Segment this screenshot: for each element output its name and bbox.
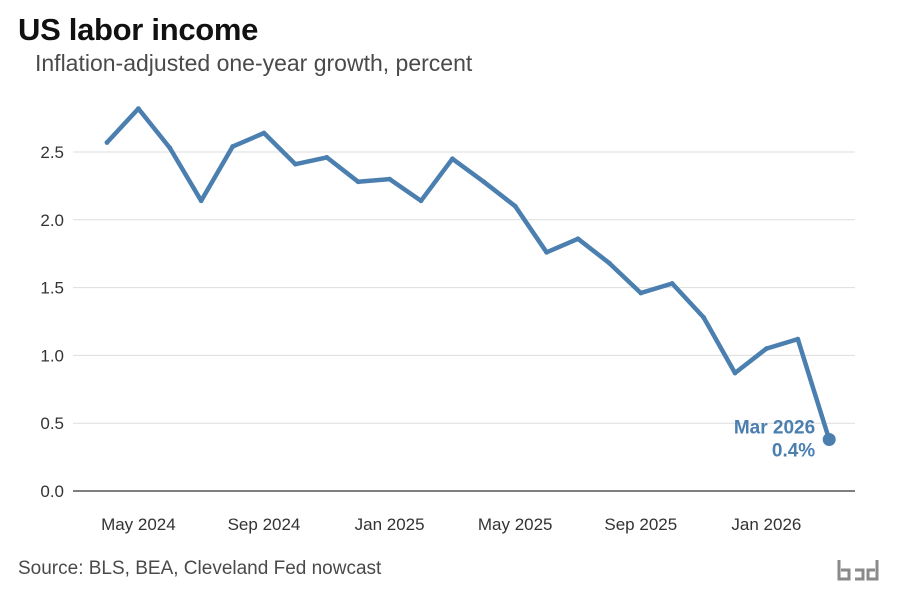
data-point [607,260,612,266]
data-point [544,249,549,255]
y-tick-label: 1.0 [40,346,64,365]
x-tick-label: Sep 2024 [228,515,301,534]
highlight-marker [822,432,836,446]
series-line [104,106,832,442]
data-point [450,156,455,162]
y-axis-ticks: 0.0 0.5 1.0 1.5 2.0 2.5 [40,143,64,501]
y-tick-label: 0.0 [40,482,64,501]
y-tick-label: 2.0 [40,211,64,230]
y-tick-label: 0.5 [40,414,64,433]
x-axis-ticks: May 2024 Sep 2024 Jan 2025 May 2025 Sep 2025… [101,515,801,534]
chart-title: US labor income [18,12,259,47]
grid-layer [73,151,855,492]
data-point [701,315,706,320]
data-point [104,140,110,145]
data-point [387,176,392,182]
data-point [512,203,518,209]
data-point [355,179,361,185]
x-tick-label: Jan 2025 [355,515,425,534]
x-tick-label: May 2024 [101,515,176,534]
data-point [638,290,644,296]
data-point [198,198,204,204]
source-note: Source: BLS, BEA, Cleveland Fed nowcast [18,558,382,579]
data-point [293,161,298,167]
data-point [669,281,675,286]
y-tick-label: 1.5 [40,279,64,298]
chart-subtitle: Inflation-adjusted one-year growth, perc… [35,50,473,76]
annotation-date-label: Mar 2026 [734,417,815,438]
data-point [732,370,738,376]
x-tick-label: Sep 2025 [604,515,677,534]
data-point [418,198,424,204]
series-layer [104,106,832,442]
x-tick-label: May 2025 [478,515,553,534]
data-point [795,336,801,342]
annotation-value-label: 0.4% [772,440,815,461]
y-tick-label: 2.5 [40,143,64,162]
brand-logo-icon [837,560,879,581]
data-point [481,179,487,185]
data-point [575,236,581,242]
data-point [324,155,330,160]
data-point [261,130,267,136]
data-point [136,106,141,112]
data-point [167,145,173,151]
data-point [764,346,769,352]
data-point [230,144,236,149]
x-tick-label: Jan 2026 [731,515,801,534]
